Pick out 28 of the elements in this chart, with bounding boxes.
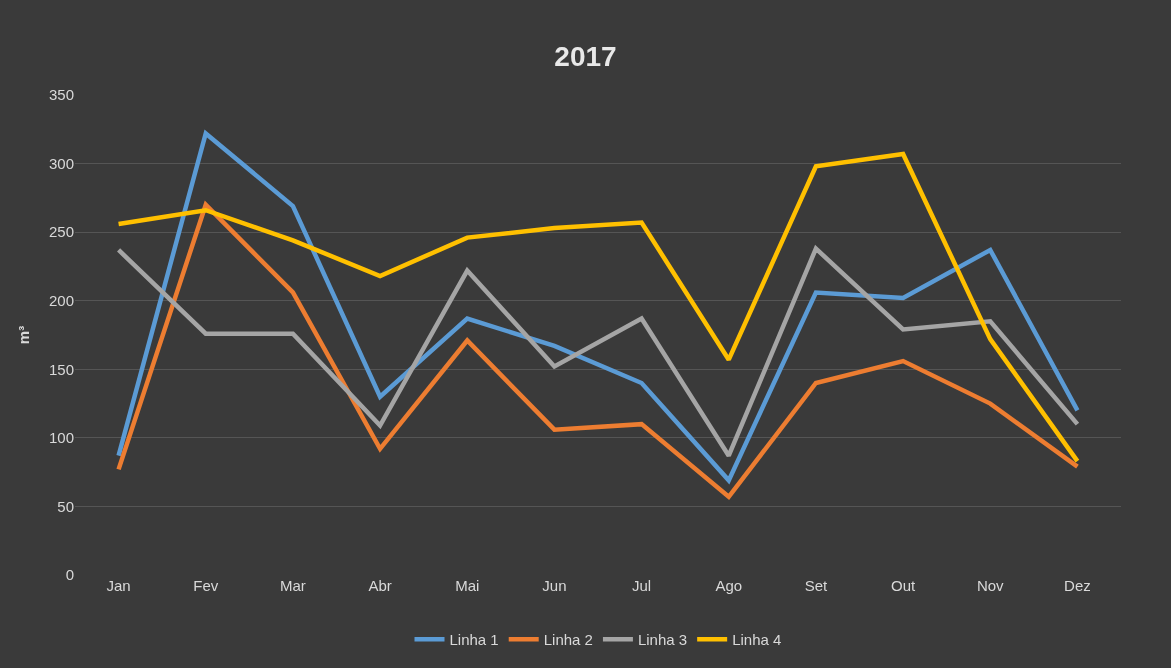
x-tick-label: Ago <box>715 577 743 594</box>
x-tick-label: Abr <box>368 577 392 594</box>
chart-title: 2017 <box>554 41 617 73</box>
legend-label: Linha 4 <box>732 631 782 649</box>
y-tick-label: 250 <box>48 223 74 241</box>
y-tick-label: 0 <box>65 566 74 584</box>
x-tick-label: Out <box>890 577 916 594</box>
legend-label: Linha 3 <box>637 631 688 649</box>
x-tick-label: Jun <box>542 577 567 594</box>
x-tick-label: Dez <box>1064 577 1091 594</box>
line-series <box>116 246 1080 458</box>
legend-label: Linha 1 <box>449 631 499 649</box>
x-tick-label: Mar <box>280 577 306 594</box>
y-tick-label: 200 <box>48 291 74 309</box>
y-tick-label: 100 <box>48 429 74 447</box>
x-tick-label: Jan <box>106 577 131 594</box>
x-tick-label: Set <box>804 577 829 594</box>
x-tick-label: Jul <box>631 577 652 594</box>
y-tick-label: 350 <box>48 86 74 104</box>
legend-label: Linha 2 <box>543 631 593 649</box>
y-axis-title: m³ <box>15 325 33 345</box>
y-tick-label: 150 <box>48 360 74 378</box>
x-tick-label: Mai <box>455 577 480 594</box>
x-tick-label: Fev <box>193 577 219 594</box>
y-tick-label: 50 <box>57 497 74 515</box>
line-series <box>116 202 1080 500</box>
x-tick-label: Nov <box>976 577 1005 594</box>
y-tick-label: 300 <box>48 154 74 172</box>
